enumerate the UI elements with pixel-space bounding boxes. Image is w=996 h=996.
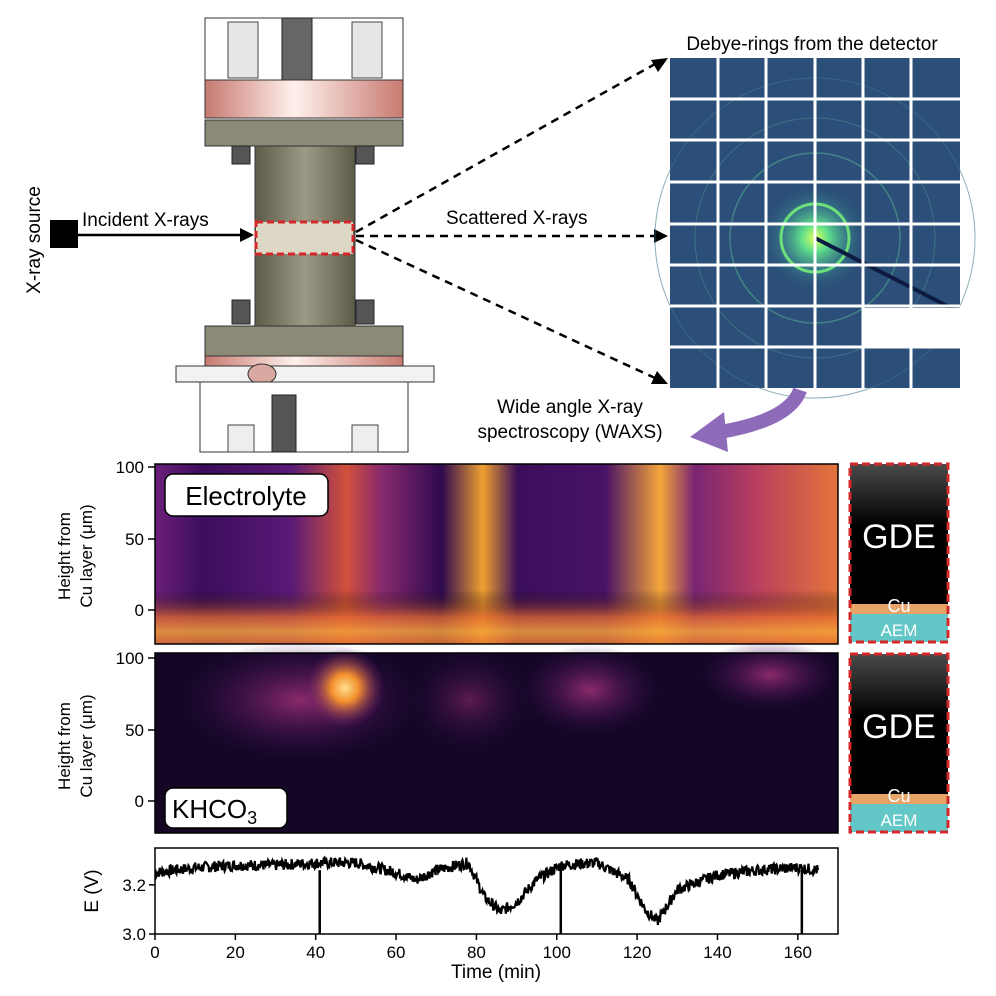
voltage-chart: 0 20 40 60 80 100 120 140 160 3.03.2 Time (min) … xyxy=(82,847,839,983)
khco3-ylabel-line2: Cu layer (μm) xyxy=(77,694,96,797)
layer-box-bottom: GDE Cu AEM xyxy=(848,652,950,834)
electrolyte-ylabel-line2: Cu layer (μm) xyxy=(77,504,96,607)
cu-label: Cu xyxy=(887,596,910,616)
khco3-ytick: 0 xyxy=(135,792,144,811)
voltage-xtick-label: 140 xyxy=(703,943,731,962)
voltage-xtick-label: 100 xyxy=(543,943,571,962)
khco3-label: KHCO3 xyxy=(172,794,257,828)
voltage-ytick-label: 3.2 xyxy=(122,876,146,895)
voltage-xtick-label: 160 xyxy=(784,943,812,962)
cu-label: Cu xyxy=(887,786,910,806)
electrolyte-ylabel-line1: Height from xyxy=(55,512,74,600)
voltage-xlabel: Time (min) xyxy=(451,962,541,983)
voltage-series xyxy=(154,855,819,934)
waxs-arrow xyxy=(718,387,807,439)
incident-arrow-head xyxy=(240,228,254,242)
voltage-xtick-label: 40 xyxy=(306,943,325,962)
waxs-label-line1: Wide angle X-ray xyxy=(497,397,643,418)
electrolyte-label: Electrolyte xyxy=(185,481,306,511)
khco3-ytick: 50 xyxy=(125,721,144,740)
electrolyte-label-box xyxy=(164,473,329,517)
detector-image xyxy=(654,58,976,399)
aem-label: AEM xyxy=(881,811,918,830)
voltage-line xyxy=(154,855,819,925)
incident-label: Incident X-rays xyxy=(82,210,209,231)
gde-label: GDE xyxy=(862,708,936,746)
voltage-xtick-label: 80 xyxy=(467,943,486,962)
electrolyte-ytick: 0 xyxy=(135,601,144,620)
sample-region-highlight xyxy=(254,220,355,256)
voltage-xtick-label: 60 xyxy=(387,943,406,962)
voltage-xtick-label: 0 xyxy=(150,943,159,962)
voltage-plot-frame xyxy=(154,847,839,935)
waxs-arrow-head xyxy=(690,412,728,452)
voltage-yaxis: 3.0 3.2 xyxy=(122,876,155,944)
gde-label: GDE xyxy=(862,518,936,556)
scattered-arrows xyxy=(355,62,656,380)
waxs-label-line2: spectroscopy (WAXS) xyxy=(477,422,662,443)
khco3-label-box xyxy=(164,787,288,829)
voltage-ytick-label: 3.0 xyxy=(122,925,146,944)
scattered-label: Scattered X-rays xyxy=(446,208,588,229)
voltage-xtick-label: 20 xyxy=(226,943,245,962)
voltage-xtick-label: 120 xyxy=(623,943,651,962)
layer-box-top: GDE Cu AEM xyxy=(848,462,950,644)
khco3-yaxis: 100 50 0 xyxy=(116,649,155,811)
khco3-ylabel-line1: Height from xyxy=(55,702,74,790)
khco3-ytick: 100 xyxy=(116,649,144,668)
debye-label: Debye-rings from the detector xyxy=(686,34,938,55)
xray-source-label: X-ray source xyxy=(24,186,45,294)
electrolyte-ytick: 100 xyxy=(116,458,144,477)
voltage-xaxis: 0 20 40 60 80 100 120 140 160 xyxy=(150,934,812,962)
aem-label: AEM xyxy=(881,621,918,640)
cell-apparatus-drawing xyxy=(175,17,435,453)
voltage-ylabel: E (V) xyxy=(82,869,103,912)
electrolyte-yaxis: 100 50 0 xyxy=(116,458,155,620)
electrolyte-ytick: 50 xyxy=(125,530,144,549)
xray-source-icon xyxy=(50,220,78,248)
